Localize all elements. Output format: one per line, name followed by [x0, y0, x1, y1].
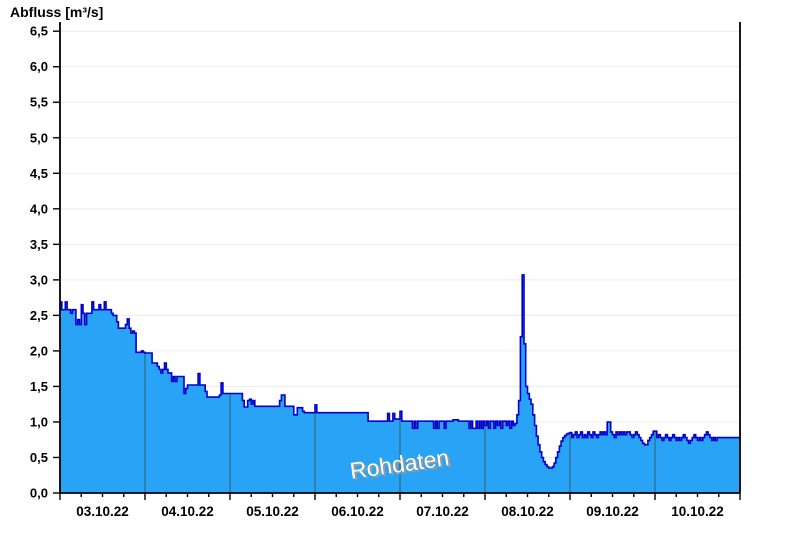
- y-tick-label: 0,0: [30, 486, 48, 501]
- discharge-line: [60, 274, 740, 469]
- y-tick-label: 4,5: [30, 166, 48, 181]
- y-tick-label: 2,5: [30, 308, 48, 323]
- y-tick-label: 3,0: [30, 272, 48, 287]
- y-tick-label: 3,5: [30, 237, 48, 252]
- y-axis-ticks: 0,0 0,5 1,0 1,5 2,0 2,5 3,0 3,5 4,0 4,5 5,0 5,5 6,0 6…: [30, 24, 60, 501]
- x-day-label: 09.10.22: [586, 504, 639, 519]
- x-day-label: 03.10.22: [76, 504, 129, 519]
- y-tick-label: 5,0: [30, 130, 48, 145]
- x-day-label: 10.10.22: [671, 504, 724, 519]
- x-day-label: 04.10.22: [161, 504, 214, 519]
- x-day-label: 07.10.22: [416, 504, 469, 519]
- y-tick-label: 1,5: [30, 379, 48, 394]
- x-day-label: 06.10.22: [331, 504, 384, 519]
- y-tick-label: 5,5: [30, 95, 48, 110]
- chart-title: Abfluss [m³/s]: [10, 4, 104, 20]
- y-tick-label: 0,5: [30, 450, 48, 465]
- x-day-label: 05.10.22: [246, 504, 299, 519]
- y-tick-label: 4,0: [30, 201, 48, 216]
- x-axis-ticks: 03.10.22 04.10.22 05.10.22 06.10.22 07.10.22…: [59, 493, 741, 519]
- y-tick-label: 6,5: [30, 24, 48, 39]
- x-day-label: 08.10.22: [501, 504, 554, 519]
- y-tick-label: 6,0: [30, 59, 48, 74]
- y-tick-label: 1,0: [30, 414, 48, 429]
- y-tick-label: 2,0: [30, 343, 48, 358]
